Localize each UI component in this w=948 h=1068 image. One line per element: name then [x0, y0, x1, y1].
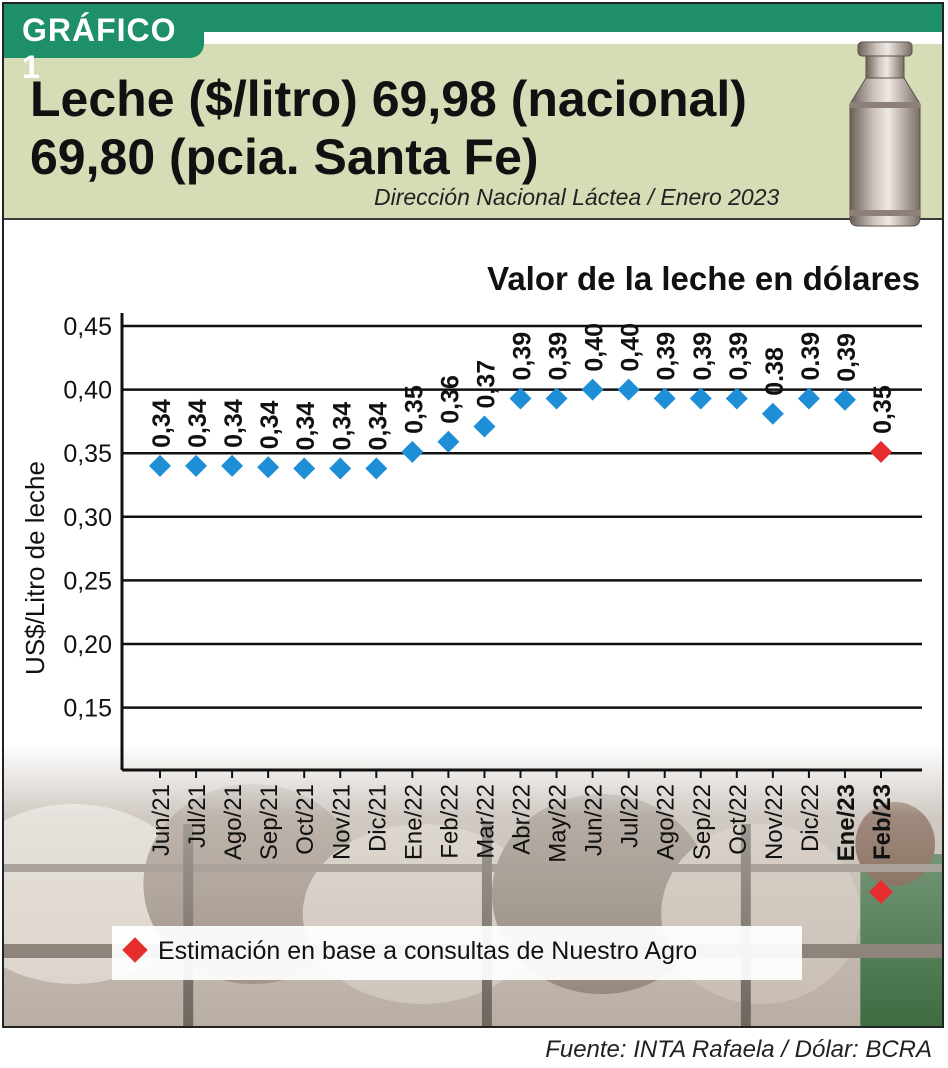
y-axis-label: US$/Litro de leche	[20, 461, 50, 675]
x-tick-label: Jul/22	[617, 784, 644, 848]
data-point	[833, 388, 856, 411]
y-tick-label: 0,15	[63, 695, 112, 723]
data-point	[689, 387, 712, 410]
x-tick-label: Ago/22	[653, 784, 680, 860]
x-tick-label: Abr/22	[509, 784, 536, 855]
infographic-frame: GRÁFICO 1 Leche ($/litro) 69,98 (naciona…	[2, 2, 944, 1028]
legend-label: Estimación en base a consultas de Nuestr…	[158, 937, 698, 965]
data-point	[329, 457, 352, 480]
x-tick-label: Nov/22	[761, 784, 788, 860]
data-label: 0,39	[545, 332, 573, 381]
y-tick-label: 0,20	[63, 631, 112, 659]
x-tick-label: Mar/22	[472, 784, 499, 859]
data-label: 0,39	[509, 332, 537, 381]
data-point	[761, 402, 784, 425]
x-tick-label: Ene/23	[833, 784, 860, 861]
headline-subtitle: Dirección Nacional Láctea / Enero 2023	[374, 184, 780, 210]
data-label: 0,37	[472, 360, 500, 409]
data-point	[509, 387, 532, 410]
x-tick-label: Jun/22	[581, 784, 608, 856]
estimate-point	[870, 440, 892, 463]
data-label: 0,34	[220, 399, 248, 448]
data-point	[581, 378, 604, 401]
milk-can-icon	[849, 41, 921, 227]
y-tick-label: 0,45	[63, 313, 112, 341]
y-tick-label: 0,35	[63, 440, 112, 468]
data-label: 0.38	[761, 347, 789, 396]
data-label: 0,35	[400, 385, 428, 434]
data-label: 0,34	[148, 399, 176, 448]
data-label: 0.39	[797, 332, 825, 381]
estimate-marker-icon	[869, 880, 893, 904]
x-tick-label: May/22	[545, 784, 572, 863]
data-point	[401, 440, 424, 463]
data-point	[185, 454, 208, 477]
legend: Estimación en base a consultas de Nuestr…	[112, 926, 802, 980]
data-point	[653, 387, 676, 410]
data-label: 0,39	[653, 332, 681, 381]
data-point	[149, 454, 171, 477]
x-tick-label: Sep/22	[689, 784, 716, 860]
x-tick-label: Feb/22	[436, 784, 463, 859]
data-point	[797, 387, 820, 410]
chart-title: Valor de la leche en dólares	[487, 260, 920, 297]
data-label: 0,39	[725, 332, 753, 381]
data-label: 0,39	[833, 333, 861, 382]
data-label: 0,34	[292, 402, 320, 451]
chart-tag-label: GRÁFICO 1	[22, 12, 177, 85]
x-tick-label: Dic/22	[797, 784, 824, 852]
x-tick-label: Nov/21	[328, 784, 355, 860]
data-point	[257, 456, 280, 479]
milk-price-chart: Valor de la leche en dólares US$/Litro d…	[20, 260, 922, 904]
data-label: 0,34	[328, 402, 356, 451]
header-white-stripe	[199, 32, 942, 44]
data-point	[473, 415, 496, 438]
data-point	[725, 387, 748, 410]
data-label: 0,34	[256, 400, 284, 449]
header-panel: GRÁFICO 1 Leche ($/litro) 69,98 (naciona…	[4, 4, 942, 227]
headline-line-2: 69,80 (pcia. Santa Fe)	[30, 129, 539, 185]
data-label: 0,34	[364, 402, 392, 451]
data-point	[221, 454, 244, 477]
data-label: 0,36	[436, 375, 464, 424]
x-tick-label: Jul/21	[184, 784, 211, 848]
y-tick-label: 0,40	[63, 377, 112, 405]
data-label: 0,40	[581, 323, 609, 372]
chart-tag: GRÁFICO 1	[4, 4, 204, 85]
x-tick-label: Oct/22	[725, 784, 752, 855]
headline-line-1: Leche ($/litro) 69,98 (nacional)	[30, 71, 747, 127]
data-point	[293, 457, 316, 480]
x-tick-label: Ago/21	[220, 784, 247, 860]
x-tick-label: Sep/21	[256, 784, 283, 860]
x-tick-label: Jun/21	[148, 784, 175, 856]
y-tick-label: 0,30	[63, 504, 112, 532]
x-tick-label: Dic/21	[364, 784, 391, 852]
data-label: 0,35	[869, 385, 897, 434]
x-tick-label: Feb/23	[869, 784, 896, 860]
legend-red-diamond-icon	[122, 937, 148, 963]
x-tick-label: Oct/21	[292, 784, 319, 855]
data-point	[545, 387, 568, 410]
source-note: Fuente: INTA Rafaela / Dólar: BCRA	[545, 1036, 932, 1063]
data-point	[617, 378, 640, 401]
data-label: 0,40	[617, 323, 645, 372]
data-label: 0,39	[689, 332, 717, 381]
headline: Leche ($/litro) 69,98 (nacional) 69,80 (…	[30, 70, 850, 186]
data-point	[437, 430, 460, 453]
data-label: 0,34	[184, 399, 212, 448]
y-tick-label: 0,25	[63, 567, 112, 595]
x-tick-label: Ene/22	[400, 784, 427, 860]
data-point	[365, 457, 388, 480]
